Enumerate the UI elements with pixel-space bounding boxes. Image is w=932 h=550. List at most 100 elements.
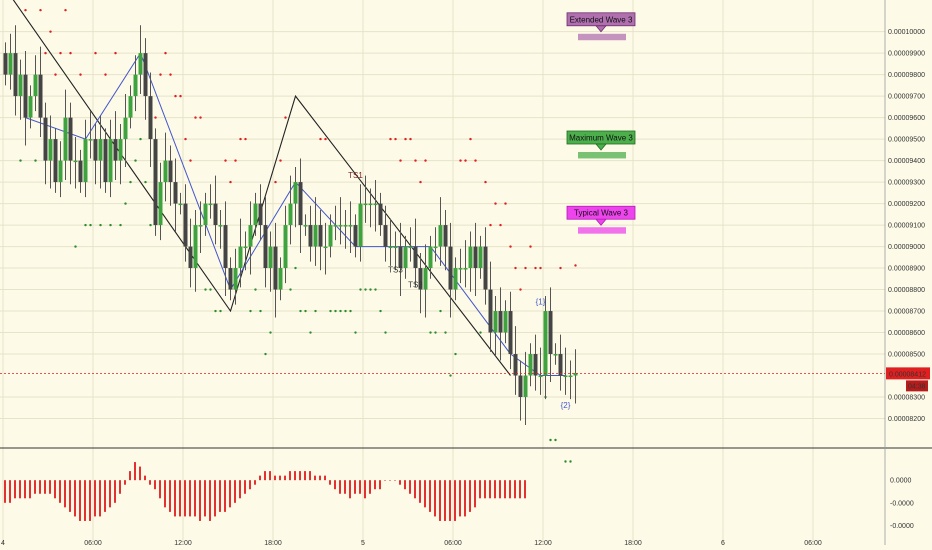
- candle-body[interactable]: [553, 354, 558, 356]
- candle-body[interactable]: [393, 246, 398, 249]
- candle-body[interactable]: [408, 246, 413, 249]
- candle-body[interactable]: [98, 139, 103, 161]
- candle-body[interactable]: [213, 203, 218, 226]
- candle-body[interactable]: [138, 53, 143, 75]
- candle-body[interactable]: [203, 203, 208, 226]
- candle-body[interactable]: [268, 246, 273, 269]
- candle-body[interactable]: [418, 268, 423, 290]
- candle-body[interactable]: [253, 203, 258, 226]
- extended-wave-box[interactable]: [578, 33, 626, 41]
- candle-body[interactable]: [258, 203, 263, 226]
- candle-body[interactable]: [173, 182, 178, 204]
- candle-body[interactable]: [508, 311, 513, 355]
- candle-body[interactable]: [473, 246, 478, 269]
- candle-body[interactable]: [308, 225, 313, 247]
- candle-body[interactable]: [478, 246, 483, 269]
- candle-body[interactable]: [83, 139, 88, 183]
- candle-body[interactable]: [463, 268, 468, 270]
- candle-body[interactable]: [448, 246, 453, 290]
- candle-body[interactable]: [38, 74, 43, 118]
- candle-body[interactable]: [223, 225, 228, 269]
- candle-body[interactable]: [58, 160, 63, 183]
- candle-body[interactable]: [538, 375, 543, 378]
- candle-body[interactable]: [103, 139, 108, 183]
- candle-body[interactable]: [368, 203, 373, 206]
- candle-body[interactable]: [523, 375, 528, 398]
- candle-body[interactable]: [248, 225, 253, 247]
- candle-body[interactable]: [468, 246, 473, 269]
- candle-body[interactable]: [498, 311, 503, 333]
- candle-body[interactable]: [43, 117, 48, 161]
- candle-body[interactable]: [373, 203, 378, 206]
- candle-body[interactable]: [198, 225, 203, 227]
- candle-body[interactable]: [48, 139, 53, 161]
- candle-body[interactable]: [208, 203, 213, 206]
- candle-body[interactable]: [53, 139, 58, 183]
- candle-body[interactable]: [568, 375, 573, 378]
- candle-body[interactable]: [73, 160, 78, 163]
- candle-body[interactable]: [423, 268, 428, 290]
- candle-body[interactable]: [28, 96, 33, 118]
- candle-body[interactable]: [123, 117, 128, 140]
- candle-body[interactable]: [303, 225, 308, 227]
- candle-body[interactable]: [483, 246, 488, 290]
- candle-body[interactable]: [238, 246, 243, 269]
- candle-body[interactable]: [23, 74, 28, 118]
- candle-body[interactable]: [378, 203, 383, 226]
- candle-body[interactable]: [18, 74, 23, 97]
- candle-body[interactable]: [383, 225, 388, 247]
- candle-body[interactable]: [168, 160, 173, 183]
- candle-body[interactable]: [443, 225, 448, 247]
- candle-body[interactable]: [243, 246, 248, 249]
- candle-body[interactable]: [113, 139, 118, 161]
- candle-body[interactable]: [63, 117, 68, 161]
- candle-body[interactable]: [518, 375, 523, 398]
- candle-body[interactable]: [403, 246, 408, 269]
- candle-body[interactable]: [288, 203, 293, 226]
- candle-body[interactable]: [178, 203, 183, 206]
- candle-body[interactable]: [13, 53, 18, 97]
- candle-body[interactable]: [3, 53, 8, 75]
- candle-body[interactable]: [513, 354, 518, 376]
- candle-body[interactable]: [188, 246, 193, 269]
- candle-body[interactable]: [543, 311, 548, 376]
- candle-body[interactable]: [548, 311, 553, 355]
- candle-body[interactable]: [153, 139, 158, 226]
- candle-body[interactable]: [563, 375, 568, 378]
- candle-body[interactable]: [163, 160, 168, 183]
- candle-body[interactable]: [193, 225, 198, 269]
- maximum-wave-box[interactable]: [578, 152, 626, 159]
- candle-body[interactable]: [128, 96, 133, 118]
- candle-body[interactable]: [143, 53, 148, 97]
- candle-body[interactable]: [358, 203, 363, 247]
- candle-body[interactable]: [298, 182, 303, 226]
- wave-targets[interactable]: Extended Wave 3 Maximum Wave 3 Typical Wav…: [566, 12, 636, 234]
- candles[interactable]: [3, 25, 578, 425]
- candle-body[interactable]: [278, 268, 283, 290]
- candle-body[interactable]: [558, 354, 563, 376]
- candle-body[interactable]: [228, 268, 233, 290]
- candle-body[interactable]: [108, 139, 113, 183]
- candle-body[interactable]: [148, 96, 153, 140]
- candle-body[interactable]: [398, 246, 403, 269]
- candle-body[interactable]: [93, 139, 98, 161]
- candle-body[interactable]: [318, 225, 323, 247]
- candle-body[interactable]: [293, 182, 298, 204]
- candle-body[interactable]: [338, 225, 343, 227]
- candle-body[interactable]: [388, 246, 393, 249]
- candle-body[interactable]: [68, 117, 73, 161]
- candle-body[interactable]: [363, 203, 368, 206]
- candle-body[interactable]: [433, 246, 438, 249]
- candle-body[interactable]: [133, 74, 138, 97]
- candle-body[interactable]: [488, 289, 493, 333]
- candle-body[interactable]: [343, 225, 348, 227]
- candle-body[interactable]: [353, 225, 358, 247]
- candle-body[interactable]: [263, 225, 268, 269]
- candle-body[interactable]: [528, 354, 533, 376]
- candle-body[interactable]: [283, 225, 288, 269]
- candle-body[interactable]: [313, 225, 318, 247]
- candle-body[interactable]: [328, 225, 333, 247]
- candle-body[interactable]: [438, 225, 443, 247]
- candle-body[interactable]: [458, 268, 463, 270]
- candle-body[interactable]: [233, 268, 238, 290]
